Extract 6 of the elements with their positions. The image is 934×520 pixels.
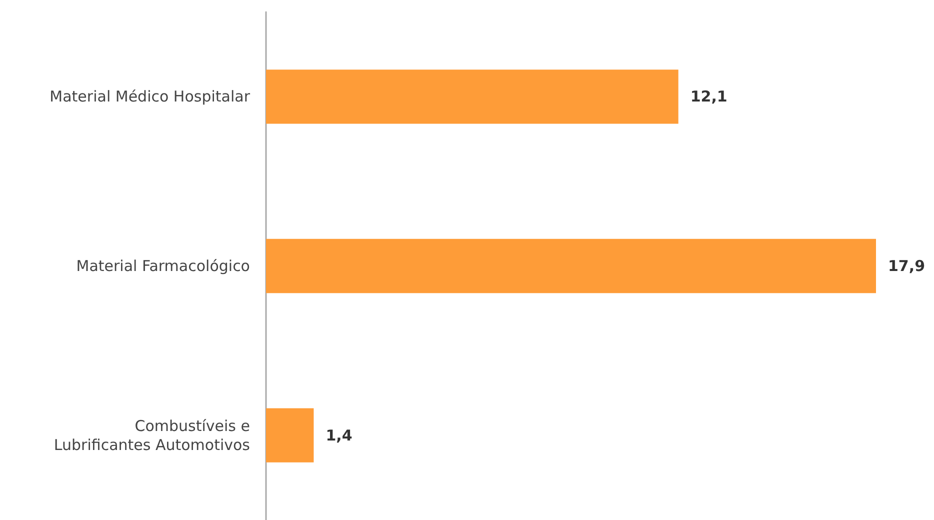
y-tick-label: Combustíveis e Lubrificantes Automotivos [54, 416, 250, 454]
data-label: 17,9 [888, 257, 926, 275]
data-label: 1,4 [326, 426, 352, 444]
y-tick-label: Material Farmacológico [76, 257, 250, 275]
y-tick-label: Material Médico Hospitalar [50, 88, 251, 106]
data-label: 12,1 [690, 88, 728, 106]
